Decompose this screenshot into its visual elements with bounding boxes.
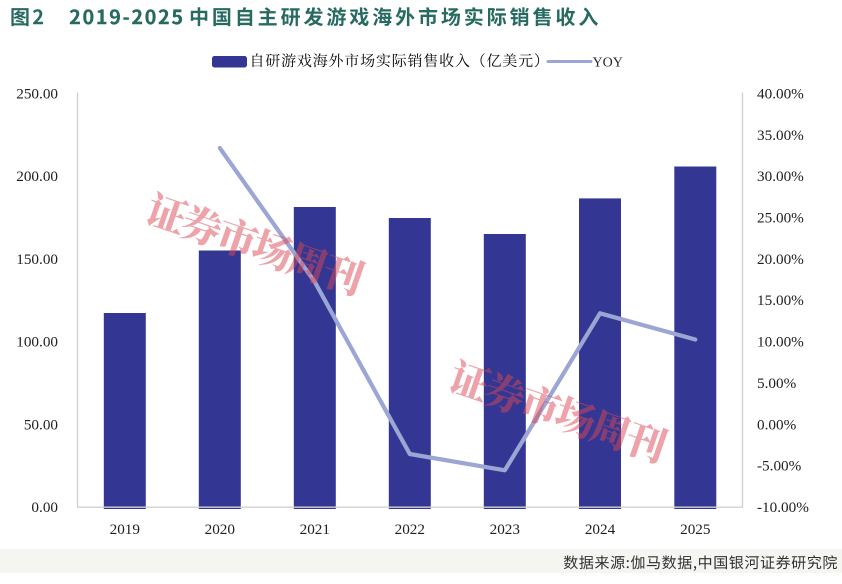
svg-text:250.00: 250.00 xyxy=(16,86,58,103)
svg-text:0.00: 0.00 xyxy=(31,499,58,516)
svg-text:35.00%: 35.00% xyxy=(757,127,804,144)
svg-text:30.00%: 30.00% xyxy=(757,168,804,185)
svg-text:100.00: 100.00 xyxy=(16,334,58,351)
svg-text:40.00%: 40.00% xyxy=(757,86,804,103)
svg-text:2019: 2019 xyxy=(110,521,140,538)
svg-text:15.00%: 15.00% xyxy=(757,292,804,309)
svg-text:10.00%: 10.00% xyxy=(757,334,804,351)
svg-text:0.00%: 0.00% xyxy=(757,416,797,433)
svg-text:25.00%: 25.00% xyxy=(757,210,804,227)
svg-text:YOY: YOY xyxy=(593,55,623,70)
svg-text:2021: 2021 xyxy=(300,521,330,538)
svg-text:2022: 2022 xyxy=(395,521,425,538)
svg-text:-5.00%: -5.00% xyxy=(757,458,802,475)
svg-text:150.00: 150.00 xyxy=(16,251,58,268)
svg-text:5.00%: 5.00% xyxy=(757,375,797,392)
svg-text:2025: 2025 xyxy=(680,521,710,538)
svg-text:200.00: 200.00 xyxy=(16,168,58,185)
svg-text:2024: 2024 xyxy=(585,521,616,538)
svg-text:20.00%: 20.00% xyxy=(757,251,804,268)
svg-text:50.00: 50.00 xyxy=(24,416,59,433)
svg-text:-10.00%: -10.00% xyxy=(757,499,809,516)
svg-text:2023: 2023 xyxy=(490,521,520,538)
svg-text:2020: 2020 xyxy=(205,521,236,538)
